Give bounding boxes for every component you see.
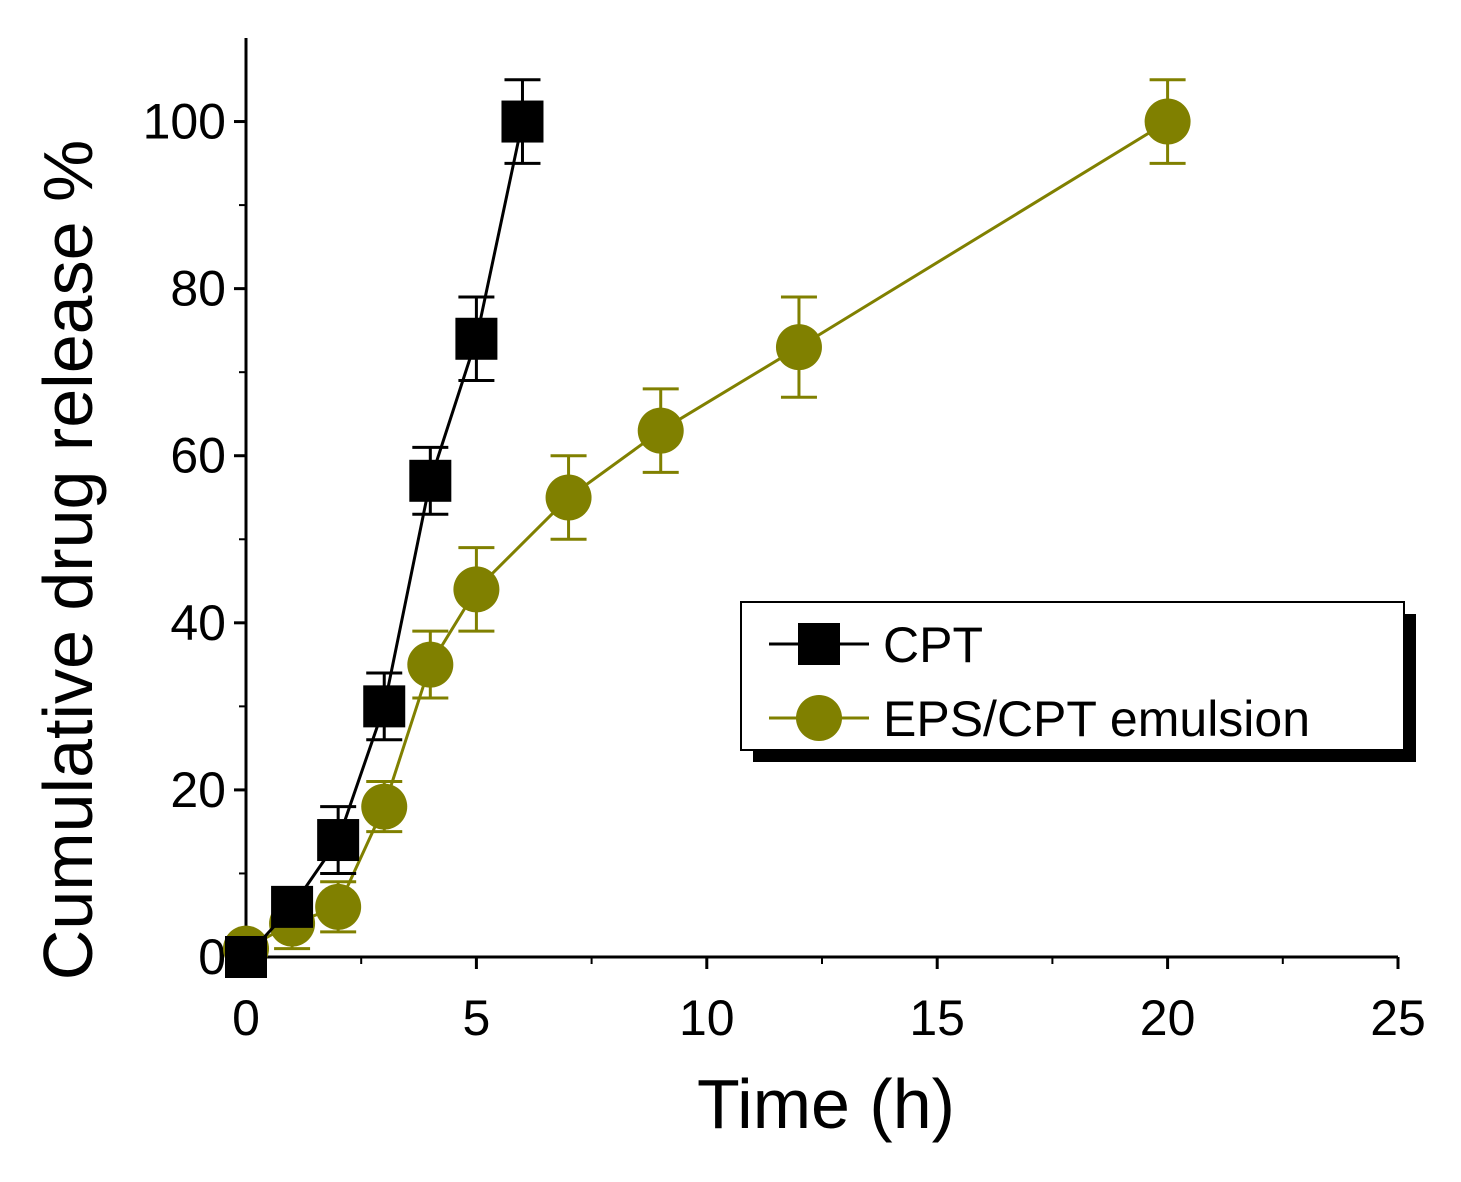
data-point — [225, 936, 267, 978]
data-point — [317, 819, 360, 862]
y-tick-label: 0 — [198, 929, 226, 985]
legend-entry: CPT — [769, 617, 983, 673]
data-point — [409, 459, 452, 502]
data-point — [453, 566, 500, 613]
data-point — [361, 783, 408, 830]
x-tick-label: 20 — [1140, 990, 1196, 1046]
x-tick-label: 0 — [232, 990, 260, 1046]
y-tick-label: 40 — [170, 595, 226, 651]
series-cpt — [225, 78, 544, 978]
y-axis-title: Cumulative drug release % — [29, 140, 107, 980]
series-line — [245, 120, 1169, 950]
x-tick-label: 15 — [909, 990, 965, 1046]
data-point — [455, 317, 498, 360]
data-point — [775, 324, 822, 371]
legend-marker — [798, 623, 840, 665]
data-point — [315, 883, 362, 930]
tick-labels: 0 5 10 15 20 25 0 20 40 60 80 100 — [143, 94, 1426, 1046]
data-series — [223, 78, 1191, 978]
legend-box — [740, 601, 1405, 751]
data-point — [1144, 98, 1191, 145]
data-point — [363, 685, 406, 728]
legend-label: CPT — [883, 617, 983, 673]
y-tick-label: 100 — [143, 94, 226, 150]
data-point — [545, 474, 592, 521]
x-axis-title: Time (h) — [697, 1065, 955, 1143]
legend: CPT EPS/CPT emulsion — [740, 601, 1416, 762]
y-tick-label: 80 — [170, 261, 226, 317]
legend-entry: EPS/CPT emulsion — [769, 691, 1310, 747]
axes — [234, 38, 1400, 969]
data-point — [501, 100, 544, 143]
x-tick-label: 10 — [679, 990, 735, 1046]
x-tick-label: 25 — [1370, 990, 1426, 1046]
data-point — [407, 641, 454, 688]
data-point — [637, 407, 684, 454]
x-tick-label: 5 — [462, 990, 490, 1046]
legend-label: EPS/CPT emulsion — [883, 691, 1310, 747]
data-point — [271, 885, 314, 928]
y-tick-label: 20 — [170, 762, 226, 818]
legend-marker — [796, 695, 842, 741]
series-eps-cpt-emulsion — [223, 78, 1191, 972]
y-tick-label: 60 — [170, 428, 226, 484]
